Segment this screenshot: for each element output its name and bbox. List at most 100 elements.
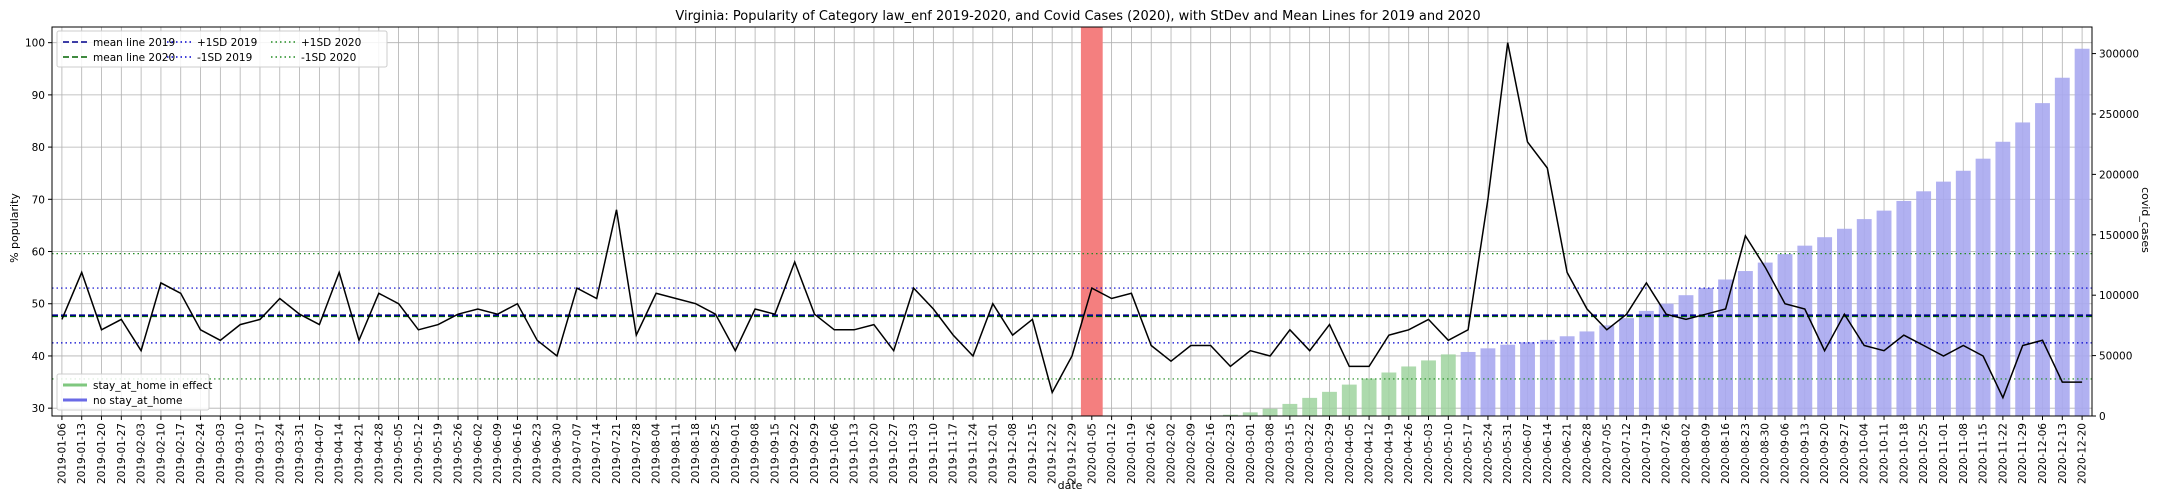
- x-tick-label: 2019-12-01: [987, 423, 999, 484]
- y-tick-label: 50: [32, 299, 45, 311]
- x-tick-label: 2020-07-05: [1601, 423, 1613, 484]
- x-tick-label: 2019-03-24: [274, 423, 286, 484]
- x-tick-label: 2019-10-27: [888, 423, 900, 484]
- stay-at-home-bar: [1302, 397, 1318, 416]
- y-tick-label: 90: [32, 90, 45, 102]
- x-tick-label: 2019-06-30: [552, 423, 564, 484]
- x-tick-label: 2019-12-29: [1067, 423, 1079, 484]
- x-tick-label: 2020-11-22: [1997, 423, 2009, 484]
- x-tick-label: 2019-07-07: [571, 423, 583, 484]
- x-tick-label: 2019-05-19: [433, 423, 445, 484]
- x-tick-label: 2019-03-31: [294, 423, 306, 484]
- bars-layer: [1080, 27, 2090, 417]
- x-tick-label: 2020-09-27: [1839, 423, 1851, 484]
- x-tick-label: 2019-02-10: [155, 423, 167, 484]
- x-tick-label: 2020-05-17: [1463, 423, 1475, 484]
- x-tick-label: 2020-05-03: [1423, 423, 1435, 484]
- no-stay-at-home-bar: [1737, 271, 1753, 416]
- x-tick-label: 2019-07-14: [591, 423, 603, 484]
- legend-label: -1SD 2020: [301, 52, 356, 64]
- y2-tick-label: 100000: [2099, 290, 2139, 302]
- x-tick-label: 2019-09-08: [750, 423, 762, 484]
- no-stay-at-home-bar: [2015, 122, 2031, 416]
- legend-label: no stay_at_home: [93, 395, 182, 407]
- x-tick-label: 2019-11-10: [928, 423, 940, 484]
- x-tick-label: 2020-03-22: [1304, 423, 1316, 484]
- x-tick-label: 2020-04-12: [1364, 423, 1376, 484]
- x-tick-label: 2019-09-01: [730, 423, 742, 484]
- no-stay-at-home-bar: [1678, 295, 1694, 416]
- stay-at-home-bar: [1282, 403, 1298, 416]
- legend-label: +1SD 2019: [197, 37, 257, 49]
- no-stay-at-home-bar: [1936, 181, 1951, 416]
- no-stay-at-home-bar: [2054, 77, 2070, 416]
- x-tick-label: 2019-12-15: [1027, 423, 1039, 484]
- x-tick-label: 2020-08-16: [1720, 423, 1732, 484]
- no-stay-at-home-bar: [1757, 262, 1773, 416]
- x-tick-label: 2019-07-28: [631, 423, 643, 484]
- stay-at-home-bar: [1421, 360, 1436, 416]
- y2-tick-label: 300000: [2099, 49, 2139, 61]
- x-tick-label: 2019-05-12: [413, 423, 425, 484]
- x-tick-label: 2020-10-25: [1918, 423, 1930, 484]
- x-tick-label: 2019-11-17: [948, 423, 960, 484]
- y-tick-label: 30: [32, 403, 45, 415]
- x-tick-label: 2020-07-12: [1621, 423, 1633, 484]
- no-stay-at-home-bar: [1896, 200, 1912, 416]
- x-tick-label: 2019-01-13: [76, 423, 88, 484]
- x-tick-label: 2019-02-24: [195, 423, 207, 484]
- x-tick-label: 2020-06-28: [1581, 423, 1593, 484]
- x-tick-label: 2020-10-04: [1859, 423, 1871, 484]
- no-stay-at-home-bar: [1975, 158, 1991, 417]
- stay-at-home-bar: [1262, 408, 1278, 416]
- x-tick-label: 2020-06-14: [1542, 423, 1554, 484]
- y2-tick-label: 0: [2099, 411, 2106, 423]
- x-tick-label: 2019-06-16: [512, 423, 524, 484]
- no-stay-at-home-bar: [1955, 170, 1971, 416]
- x-tick-label: 2020-02-16: [1205, 423, 1217, 484]
- x-tick-label: 2019-08-25: [710, 423, 722, 484]
- x-tick-label: 2019-01-06: [56, 423, 68, 484]
- legend-label: mean line 2019: [93, 37, 175, 49]
- no-stay-at-home-bar: [2035, 103, 2050, 416]
- x-tick-label: 2019-01-20: [96, 423, 108, 484]
- legend-top-box: [56, 30, 388, 68]
- no-stay-at-home-bar: [1876, 210, 1892, 416]
- popularity-line-layer: [61, 42, 2083, 400]
- x-tick-label: 2020-03-01: [1245, 423, 1257, 484]
- no-stay-at-home-bar: [1579, 331, 1595, 416]
- y-tick-label: 80: [32, 142, 45, 154]
- x-tick-label: 2020-02-23: [1225, 423, 1237, 484]
- chart-title: Virginia: Popularity of Category law_enf…: [675, 9, 1480, 24]
- x-tick-label: 2020-11-29: [2017, 423, 2029, 484]
- stay-at-home-bar: [1361, 378, 1377, 416]
- legend-bottom-box: [56, 373, 210, 411]
- x-tick-label: 2020-10-18: [1898, 423, 1910, 484]
- x-tick-label: 2020-04-26: [1403, 423, 1415, 484]
- x-tick-label: 2019-06-23: [532, 423, 544, 484]
- no-stay-at-home-bar: [1480, 348, 1496, 416]
- x-tick-label: 2019-12-22: [1047, 423, 1059, 484]
- x-tick-label: 2020-06-07: [1522, 423, 1534, 484]
- x-tick-label: 2020-05-31: [1502, 423, 1514, 484]
- x-tick-label: 2019-01-27: [116, 423, 128, 484]
- x-tick-label: 2019-06-09: [492, 423, 504, 484]
- no-stay-at-home-bar: [1638, 310, 1654, 416]
- x-tick-label: 2020-03-08: [1265, 423, 1277, 484]
- x-tick-label: 2019-03-03: [215, 423, 227, 484]
- x-tick-label: 2019-06-02: [472, 423, 484, 484]
- x-tick-label: 2019-11-03: [908, 423, 920, 484]
- no-stay-at-home-bar: [1698, 287, 1714, 416]
- x-tick-label: 2020-03-29: [1324, 423, 1336, 484]
- x-tick-label: 2020-08-23: [1740, 423, 1752, 484]
- no-stay-at-home-bar: [1520, 342, 1535, 416]
- stay-at-home-bar: [1401, 366, 1417, 416]
- x-tick-label: 2019-04-28: [373, 423, 385, 484]
- no-stay-at-home-bar: [1777, 254, 1793, 416]
- x-axis-label: date: [1058, 479, 1083, 492]
- x-tick-label: 2020-03-15: [1284, 423, 1296, 484]
- x-tick-label: 2020-11-08: [1958, 423, 1970, 484]
- stay-at-home-bar: [1440, 354, 1456, 416]
- x-tick-label: 2019-10-20: [868, 423, 880, 484]
